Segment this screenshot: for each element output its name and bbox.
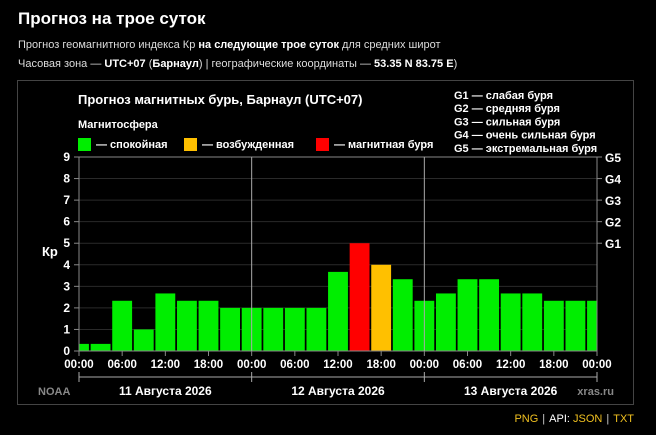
g-level-label: G2: [605, 216, 621, 230]
timezone-value: UTC+07: [104, 58, 146, 70]
description-text: Прогноз геомагнитного индекса Кр: [18, 39, 199, 51]
x-tick-label: 00:00: [410, 359, 439, 371]
kp-bar: [112, 300, 133, 351]
g-level-label: G4: [605, 173, 621, 187]
coordinates-label: ) | географические координаты —: [198, 58, 375, 70]
x-tick-label: 00:00: [582, 359, 611, 371]
x-tick-label: 12:00: [323, 359, 352, 371]
legend-swatch: [78, 138, 91, 151]
forecast-description: Прогноз геомагнитного индекса Кр на след…: [18, 39, 441, 51]
timezone-info: Часовая зона — UTC+07 (Барнаул) | геогра…: [18, 58, 457, 70]
kp-bar: [284, 307, 305, 351]
chart-panel: Прогноз магнитных бурь, Барнаул (UTC+07)…: [17, 80, 634, 405]
source-xras: xras.ru: [577, 386, 614, 398]
timezone-label: Часовая зона —: [18, 58, 105, 70]
kp-bar: [565, 300, 586, 351]
storm-scale-item: G5 — экстремальная буря: [454, 143, 597, 155]
y-tick-label: 2: [63, 301, 70, 315]
y-tick-label: 6: [63, 215, 70, 229]
x-tick-label: 06:00: [280, 359, 309, 371]
kp-bar: [198, 300, 219, 351]
city-name: Барнаул: [152, 58, 199, 70]
kp-bar: [479, 279, 500, 351]
day-label: 13 Августа 2026: [464, 384, 558, 398]
separator: |: [542, 413, 546, 425]
x-tick-label: 06:00: [107, 359, 136, 371]
y-tick-label: 0: [63, 344, 70, 358]
kp-bar: [90, 343, 111, 351]
api-label: API:: [549, 413, 570, 425]
kp-bar: [457, 279, 478, 351]
legend-swatch: [316, 138, 329, 151]
legend-label: — спокойная: [96, 139, 168, 151]
paren-open: (: [145, 58, 153, 70]
y-tick-label: 1: [63, 322, 70, 336]
y-tick-label: 5: [63, 236, 70, 250]
kp-bar: [176, 300, 197, 351]
storm-scale-item: G2 — средняя буря: [454, 103, 560, 115]
description-text-end: для средних широт: [338, 39, 441, 51]
png-link[interactable]: PNG: [514, 413, 539, 425]
separator: |: [606, 413, 610, 425]
g-level-label: G1: [605, 237, 621, 251]
kp-bar: [155, 293, 176, 351]
x-tick-label: 12:00: [496, 359, 525, 371]
kp-bar: [500, 293, 521, 351]
g-level-label: G3: [605, 194, 621, 208]
x-tick-label: 18:00: [366, 359, 395, 371]
chart-title: Прогноз магнитных бурь, Барнаул (UTC+07): [78, 92, 362, 107]
y-tick-label: 8: [63, 172, 70, 186]
g-level-label: G5: [605, 151, 621, 165]
export-links: PNG | API: JSON | TXT: [514, 413, 634, 425]
storm-scale-item: G4 — очень сильная буря: [454, 130, 596, 142]
kp-forecast-chart: Прогноз магнитных бурь, Барнаул (UTC+07)…: [38, 90, 621, 398]
kp-bar: [543, 300, 564, 351]
kp-bar: [435, 293, 456, 351]
x-tick-label: 00:00: [64, 359, 93, 371]
legend-label: — возбужденная: [202, 139, 294, 151]
description-highlight: на следующие трое суток: [198, 39, 339, 51]
storm-scale-item: G1 — слабая буря: [454, 90, 553, 102]
txt-link[interactable]: TXT: [613, 413, 634, 425]
kp-bar: [371, 264, 392, 351]
kp-bar: [133, 329, 154, 351]
y-tick-label: 9: [63, 150, 70, 164]
page-title: Прогноз на трое суток: [18, 9, 206, 28]
kp-bar: [220, 307, 241, 351]
y-tick-label: 7: [63, 193, 70, 207]
coordinates-value: 53.35 N 83.75 E: [374, 58, 454, 70]
legend-swatch: [184, 138, 197, 151]
paren-close: ): [453, 58, 458, 70]
kp-bar: [306, 307, 327, 351]
kp-bar: [263, 307, 284, 351]
x-tick-label: 18:00: [539, 359, 568, 371]
y-axis-label: Кр: [42, 244, 58, 259]
storm-scale-item: G3 — сильная буря: [454, 116, 560, 128]
x-tick-label: 18:00: [194, 359, 223, 371]
x-tick-label: 12:00: [151, 359, 180, 371]
kp-bar: [79, 343, 89, 351]
day-label: 11 Августа 2026: [119, 384, 212, 398]
kp-bar: [349, 243, 370, 351]
kp-bar: [328, 271, 348, 351]
x-tick-label: 00:00: [237, 359, 266, 371]
day-label: 12 Августа 2026: [291, 384, 385, 398]
y-tick-label: 4: [63, 258, 70, 272]
kp-bar: [522, 293, 543, 351]
source-noaa: NOAA: [38, 386, 70, 398]
json-link[interactable]: JSON: [573, 413, 603, 425]
x-tick-label: 06:00: [453, 359, 482, 371]
y-tick-label: 3: [63, 279, 70, 293]
legend-title: Магнитосфера: [78, 119, 159, 131]
kp-bar: [392, 279, 413, 351]
kp-bar: [587, 300, 597, 351]
legend-label: — магнитная буря: [334, 139, 433, 151]
